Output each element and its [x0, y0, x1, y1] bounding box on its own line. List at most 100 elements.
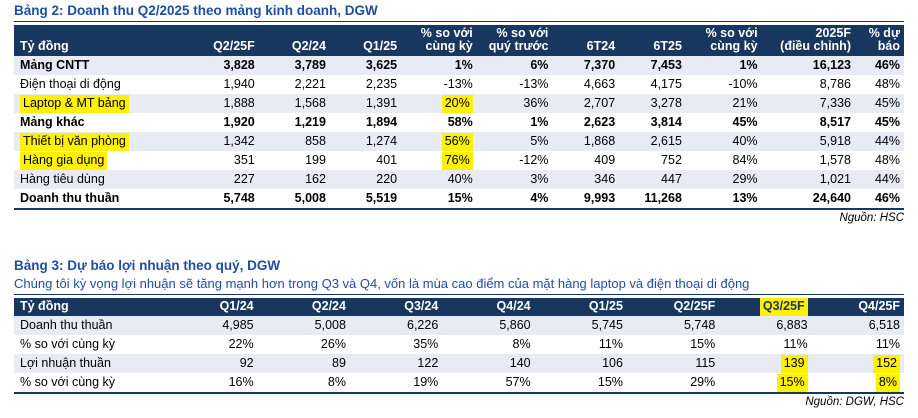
cell: 45% — [732, 115, 758, 129]
revenue-table-section: Bảng 2: Doanh thu Q2/2025 theo mảng kinh… — [14, 3, 904, 224]
column-header: Q1/25 — [329, 25, 402, 56]
cell: 6,518 — [811, 316, 904, 335]
cell: 115 — [626, 354, 720, 373]
cell: 139 — [719, 354, 812, 373]
cell: 15% — [534, 373, 627, 394]
rule-divider — [14, 294, 904, 295]
cell: 2,235 — [365, 77, 398, 91]
cell: 26% — [320, 337, 346, 351]
cell: 3,278 — [619, 94, 686, 113]
cell: 351 — [233, 153, 255, 167]
revenue-by-segment-table: Tỷ đồng Q2/25F Q2/24 Q1/25% so với cùng kỳ%… — [14, 25, 904, 210]
cell: 1% — [530, 115, 549, 129]
cell: 3,789 — [258, 56, 330, 75]
highlighted-cell-value: 15% — [776, 374, 808, 390]
cell: -13% — [519, 77, 549, 91]
section-gap — [14, 224, 904, 258]
cell: 140 — [442, 354, 535, 373]
column-header: % dự báo — [854, 25, 904, 56]
cell: 2,623 — [583, 115, 616, 129]
cell: 1,894 — [365, 115, 398, 129]
cell: 1,940 — [223, 77, 255, 91]
table-row: % so với cùng kỳ 22% 26% 35% 8% 11% 15% 11% 11% — [14, 335, 904, 354]
cell: 22% — [228, 337, 254, 351]
cell: 7,370 — [552, 56, 620, 75]
cell: 5,008 — [257, 316, 350, 335]
table-row: Doanh thu thuần 5,748 5,008 5,519 15% 4% 9,993… — [14, 189, 904, 210]
cell: 6% — [476, 56, 553, 75]
cell: 46% — [854, 56, 904, 75]
cell: 1,342 — [183, 132, 259, 151]
row-label: % so với cùng kỳ — [14, 373, 166, 394]
column-header: Q2/24 — [258, 25, 330, 56]
cell: 1,868 — [552, 132, 620, 151]
column-header: % so với quý trước — [476, 25, 553, 56]
cell: 4% — [476, 189, 553, 210]
cell: 44% — [854, 170, 904, 189]
table-row: Điện thoại di động 1,940 2,221 2,235 -13% -13… — [14, 75, 904, 94]
cell: 9,993 — [552, 189, 620, 210]
cell: 11% — [783, 337, 808, 351]
column-header: 6T24 — [552, 25, 620, 56]
column-header: Q2/25F — [626, 298, 720, 316]
cell: 1,391 — [329, 94, 402, 113]
cell: 92 — [165, 354, 258, 373]
row-label: Hàng tiêu dùng — [14, 170, 184, 189]
cell: 6,226 — [349, 316, 443, 335]
table-row: Mảng khác 1,920 1,219 1,894 58% 1% 2,623 3,814 4… — [14, 113, 904, 132]
cell: 858 — [258, 132, 330, 151]
cell: 11% — [598, 337, 623, 351]
column-header: Q4/25F — [811, 298, 904, 316]
cell: 1,021 — [761, 170, 855, 189]
cell: 3,814 — [650, 115, 682, 129]
cell: 11,268 — [619, 189, 686, 210]
cell: 1% — [401, 56, 477, 75]
profit-forecast-section: Bảng 3: Dự báo lợi nhuận theo quý, DGW C… — [14, 258, 904, 408]
cell: 5,918 — [761, 132, 855, 151]
highlighted-cell-value: 56% — [441, 133, 473, 149]
profit-table-title: Bảng 3: Dự báo lợi nhuận theo quý, DGW — [14, 258, 281, 273]
cell: 5,748 — [183, 189, 259, 210]
cell: 89 — [257, 354, 350, 373]
profit-table-header-row: Tỷ đồng Q1/24 Q2/24 Q3/24 Q4/24 Q1/25 Q2/25F Q3… — [14, 298, 904, 316]
column-header: Q4/24 — [442, 298, 535, 316]
cell: 4,663 — [583, 77, 616, 91]
cell: 1,920 — [223, 115, 255, 129]
cell: 3,625 — [329, 56, 402, 75]
column-header: % so với cùng kỳ — [401, 25, 477, 56]
rule-divider — [14, 21, 904, 22]
cell: 5,860 — [442, 316, 535, 335]
cell: 4,985 — [165, 316, 258, 335]
highlighted-cell-value: 20% — [441, 95, 473, 111]
column-header: 6T25 — [619, 25, 686, 56]
cell: 15% — [401, 189, 477, 210]
cell: 48% — [874, 153, 900, 167]
cell: 162 — [258, 170, 330, 189]
cell: 6,883 — [719, 316, 812, 335]
row-label: Mảng CNTT — [14, 56, 184, 75]
cell: 152 — [811, 354, 904, 373]
cell: 5,745 — [534, 316, 627, 335]
cell: 1,578 — [819, 153, 851, 167]
table-row: Thiết bị văn phòng 1,342 858 1,274 56% 5% 1,86… — [14, 132, 904, 151]
cell: 40% — [685, 132, 762, 151]
cell: 220 — [329, 170, 402, 189]
cell: 8% — [257, 373, 350, 394]
cell: 1,568 — [258, 94, 330, 113]
cell: 40% — [401, 170, 477, 189]
cell: 5,008 — [258, 189, 330, 210]
cell: 5,748 — [626, 316, 720, 335]
cell: 4,175 — [650, 77, 682, 91]
column-header: % so với cùng kỳ — [685, 25, 762, 56]
cell: 447 — [619, 170, 686, 189]
column-header: 2025F (điều chỉnh) — [761, 25, 855, 56]
cell: 8% — [512, 337, 531, 351]
unit-column-header: Tỷ đồng — [14, 25, 184, 56]
cell: 227 — [183, 170, 259, 189]
cell: 19% — [349, 373, 443, 394]
cell: 5,519 — [329, 189, 402, 210]
cell: 1,274 — [329, 132, 402, 151]
cell: 35% — [413, 337, 439, 351]
cell: 106 — [534, 354, 627, 373]
profit-table-subtitle: Chúng tôi kỳ vọng lợi nhuận sẽ tăng mạnh… — [14, 276, 750, 291]
